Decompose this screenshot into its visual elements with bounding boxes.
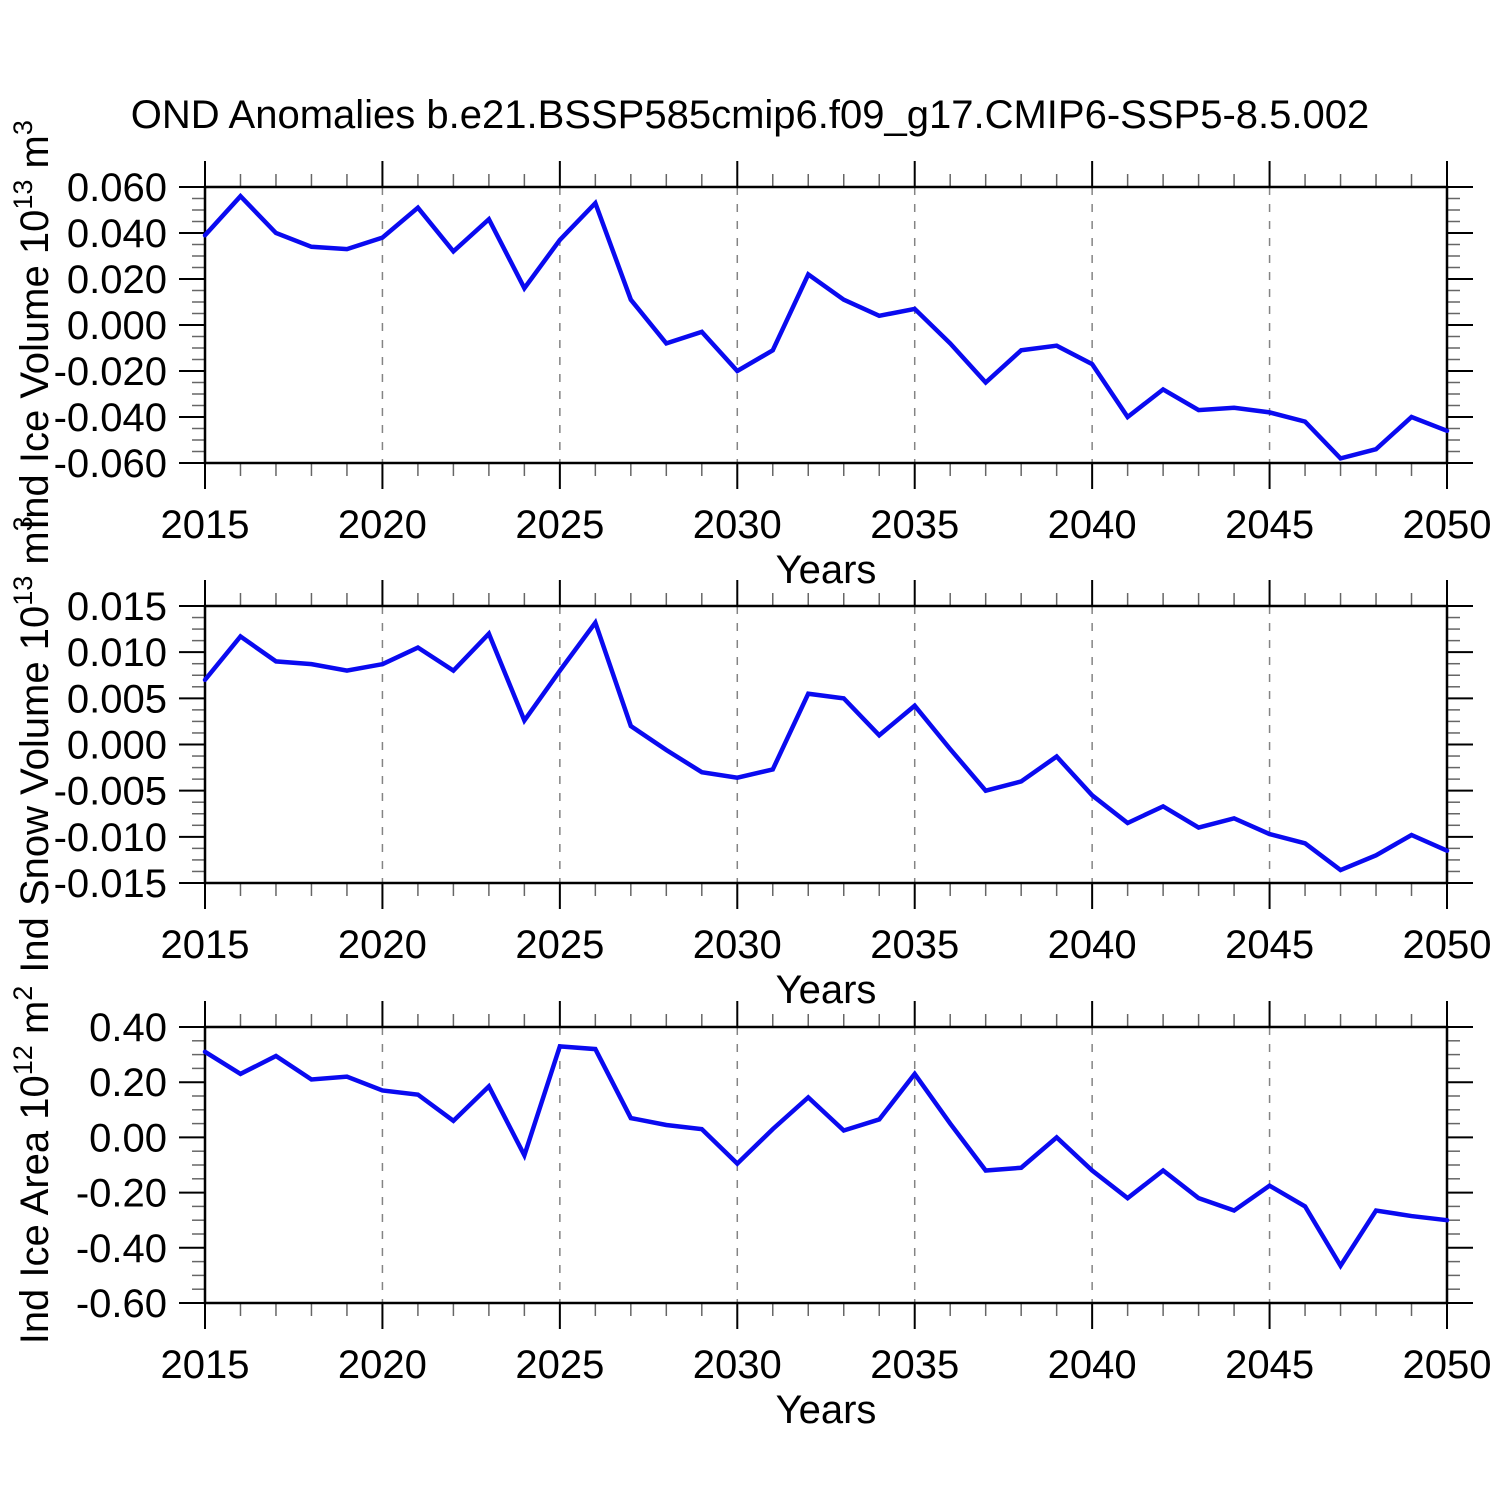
- y-tick-label: -0.005: [54, 770, 167, 814]
- y-tick-label: -0.020: [54, 350, 167, 394]
- x-tick-label: 2040: [1048, 1343, 1137, 1387]
- x-tick-label: 2045: [1225, 1343, 1314, 1387]
- x-tick-label: 2035: [870, 503, 959, 547]
- plot-frame: [203, 185, 1449, 465]
- figure-title: OND Anomalies b.e21.BSSP585cmip6.f09_g17…: [130, 93, 1370, 137]
- ice-volume-chart-series-line: [202, 192, 1450, 461]
- y-tick-label: 0.20: [89, 1061, 167, 1105]
- y-tick-label: -0.010: [54, 816, 167, 860]
- snow-volume-chart-series-line: [202, 617, 1450, 873]
- x-tick-label: 2050: [1403, 1343, 1492, 1387]
- x-axis-title: Years: [776, 548, 877, 592]
- x-tick-label: 2035: [870, 923, 959, 967]
- y-tick-label: -0.040: [54, 396, 167, 440]
- x-axis-title: Years: [776, 1388, 877, 1432]
- y-axis-title: Ind Ice Volume 1013 m3: [8, 120, 57, 530]
- y-tick-label: -0.060: [54, 442, 167, 486]
- y-axis-title: Ind Snow Volume 1013 m3: [8, 516, 57, 972]
- y-tick-label: -0.015: [54, 862, 167, 906]
- x-tick-label: 2025: [515, 923, 604, 967]
- y-tick-label: -0.20: [76, 1172, 167, 1216]
- y-tick-label: -0.60: [76, 1282, 167, 1326]
- y-tick-label: 0.020: [67, 258, 167, 302]
- y-tick-label: 0.40: [89, 1006, 167, 1050]
- y-axis-title: Ind Ice Area 1012 m2: [8, 986, 57, 1345]
- x-tick-label: 2025: [515, 503, 604, 547]
- x-tick-label: 2015: [161, 1343, 250, 1387]
- plot-frame: [203, 604, 1449, 885]
- x-tick-label: 2050: [1403, 503, 1492, 547]
- y-tick-label: 0.015: [67, 585, 167, 629]
- x-tick-label: 2015: [161, 503, 250, 547]
- y-tick-label: 0.000: [67, 724, 167, 768]
- x-tick-label: 2040: [1048, 503, 1137, 547]
- y-tick-label: 0.000: [67, 304, 167, 348]
- y-tick-label: -0.40: [76, 1227, 167, 1271]
- y-tick-label: 0.005: [67, 677, 167, 721]
- plot-frame: [203, 1025, 1449, 1305]
- x-tick-label: 2020: [338, 503, 427, 547]
- y-tick-label: 0.060: [67, 166, 167, 210]
- x-tick-label: 2035: [870, 1343, 959, 1387]
- x-tick-label: 2020: [338, 1343, 427, 1387]
- x-tick-label: 2040: [1048, 923, 1137, 967]
- y-tick-label: 0.010: [67, 631, 167, 675]
- x-tick-label: 2020: [338, 923, 427, 967]
- x-tick-label: 2030: [693, 503, 782, 547]
- x-tick-label: 2015: [161, 923, 250, 967]
- x-tick-label: 2045: [1225, 503, 1314, 547]
- x-tick-label: 2030: [693, 1343, 782, 1387]
- ice-area-chart-series-line: [202, 1043, 1450, 1271]
- y-tick-label: 0.00: [89, 1116, 167, 1160]
- x-tick-label: 2025: [515, 1343, 604, 1387]
- ice-area-chart: 0.40 0.20 0.00 -0.20 -0.40 -0.60 2015 2020 2025 2…: [8, 986, 1491, 1432]
- x-axis-title: Years: [776, 968, 877, 1012]
- x-tick-label: 2050: [1403, 923, 1492, 967]
- y-tick-label: 0.040: [67, 212, 167, 256]
- x-tick-label: 2045: [1225, 923, 1314, 967]
- x-tick-label: 2030: [693, 923, 782, 967]
